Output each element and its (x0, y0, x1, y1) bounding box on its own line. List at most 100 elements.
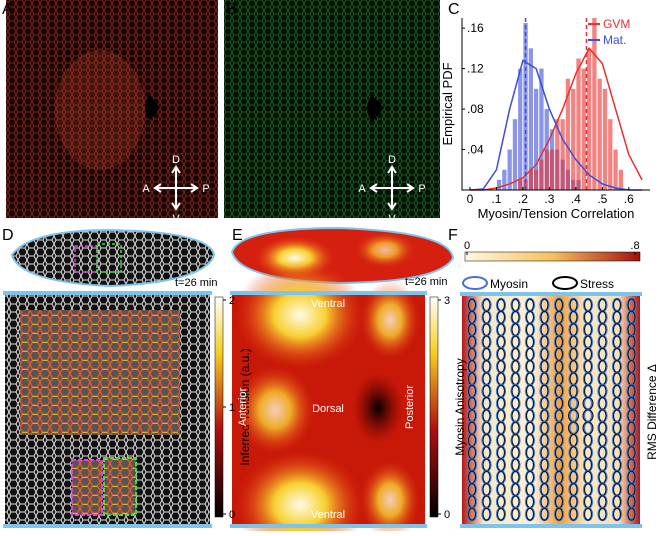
histogram-bar (496, 179, 502, 190)
colorbar-tick-label: 2 (229, 295, 235, 307)
compass-arrows (153, 165, 199, 211)
panel-label: E (232, 227, 243, 244)
stress-ellipse (584, 507, 592, 521)
histogram-bar (544, 149, 549, 190)
histogram-bar (512, 119, 518, 190)
histogram-bar (539, 68, 544, 190)
x-tick-label: .4 (571, 192, 581, 206)
legend-label: Stress (580, 277, 614, 291)
axes (461, 18, 650, 191)
histogram-bar (613, 149, 618, 190)
x-tick-label: .3 (544, 192, 554, 206)
compass-label: D (388, 154, 396, 166)
histogram-bar (555, 119, 560, 190)
histogram-bar (581, 68, 586, 190)
histogram-bar (565, 78, 571, 190)
stress-ellipse (613, 507, 621, 521)
histogram-bar (533, 169, 539, 190)
compass-label: P (202, 183, 209, 195)
histogram-bar (597, 78, 602, 190)
compass-label: V (172, 213, 180, 225)
stress-ellipse (526, 507, 534, 521)
stress-ellipse (482, 507, 491, 521)
panel-a-image (6, 0, 218, 218)
stress-ellipse (540, 507, 549, 521)
panel-label: C (448, 1, 460, 18)
legend-label: GVM (603, 17, 630, 31)
histogram-chart: GVM Mat. 0 .1 .2 .3 .4 .5 .6 .04 .08 .12 .16 Myosin/T… (440, 17, 650, 221)
histogram-bar (560, 119, 565, 190)
histogram-bar (576, 58, 581, 191)
stress-ellipse (598, 507, 607, 521)
y-tick-label: .12 (467, 62, 484, 76)
fit-curve (469, 59, 643, 191)
histogram-bar (549, 149, 555, 190)
region-label: Ventral (311, 509, 345, 521)
histogram-bar (523, 179, 528, 190)
histogram-bar (528, 169, 533, 190)
colorbar-title: Inferred Tension (a.u.) (238, 348, 252, 465)
panel-b-image (224, 0, 440, 218)
time-label: t=26 min (175, 277, 218, 289)
colorbar-tick-label: .8 (630, 240, 639, 252)
histogram-bar (507, 149, 512, 190)
colorbar-tick-label: 3 (444, 295, 450, 307)
histogram-bar (618, 169, 624, 190)
legend-swatch (462, 276, 488, 290)
x-tick-label: .1 (491, 192, 501, 206)
stress-ellipse (468, 507, 476, 521)
colorbar-tick-label: 0 (229, 509, 235, 521)
panel-d-embryo (10, 228, 216, 288)
histogram-bar (602, 88, 608, 190)
y-tick-label: .08 (467, 102, 484, 116)
histogram-bar (533, 88, 539, 190)
stress-ellipse (555, 507, 563, 521)
stress-ellipse (511, 507, 520, 521)
histogram-bar (502, 169, 507, 190)
legend-label: Myosin (490, 277, 528, 291)
region-label: Posterior (404, 385, 416, 429)
region-label: Dorsal (312, 403, 344, 415)
histogram-bar (523, 23, 528, 190)
panel-d-colorbar (214, 296, 224, 518)
x-tick-label: .6 (624, 192, 634, 206)
colorbar-tick-label: 0 (444, 509, 450, 521)
stress-ellipse (569, 507, 578, 521)
compass: D V A P (142, 154, 209, 225)
x-tick-label: .2 (518, 192, 528, 206)
compass-arrows (369, 165, 415, 211)
panel-label: B (226, 1, 237, 18)
y-tick-label: .04 (467, 143, 484, 157)
panel-f-map (460, 292, 642, 528)
x-axis-title: Myosin/Tension Correlation (478, 206, 635, 221)
histogram-bar (518, 179, 523, 190)
histogram-bar (608, 119, 613, 190)
colorbar-title: RMS Difference Δ (645, 364, 659, 460)
region-label: Anterior (237, 387, 249, 426)
legend-label: Mat. (603, 33, 626, 47)
histogram-bar (518, 68, 523, 190)
compass-label: A (358, 183, 366, 195)
stress-ellipse (627, 507, 636, 521)
stress-ellipse (497, 507, 505, 521)
compass-label: P (418, 183, 425, 195)
compass-label: V (388, 213, 396, 225)
compass-label: D (172, 154, 180, 166)
panel-e-heatmap (230, 260, 427, 536)
panel-e-colorbar (429, 296, 439, 518)
legend-swatch (552, 276, 578, 290)
panel-label: A (2, 1, 13, 18)
compass: D V A P (358, 154, 425, 225)
histogram-bar (571, 88, 576, 190)
histogram-bar (592, 18, 597, 190)
panel-f-colorbar (464, 251, 641, 262)
panel-label: F (448, 227, 458, 244)
colorbar-tick-label: 1 (229, 402, 235, 414)
histogram-bar (539, 159, 544, 190)
x-tick-label: .5 (597, 192, 607, 206)
histogram-bar (528, 48, 533, 191)
region-label: Ventral (311, 298, 345, 310)
time-label: t=26 min (405, 276, 448, 288)
panel-d-image (3, 291, 212, 528)
compass-label: A (142, 183, 150, 195)
